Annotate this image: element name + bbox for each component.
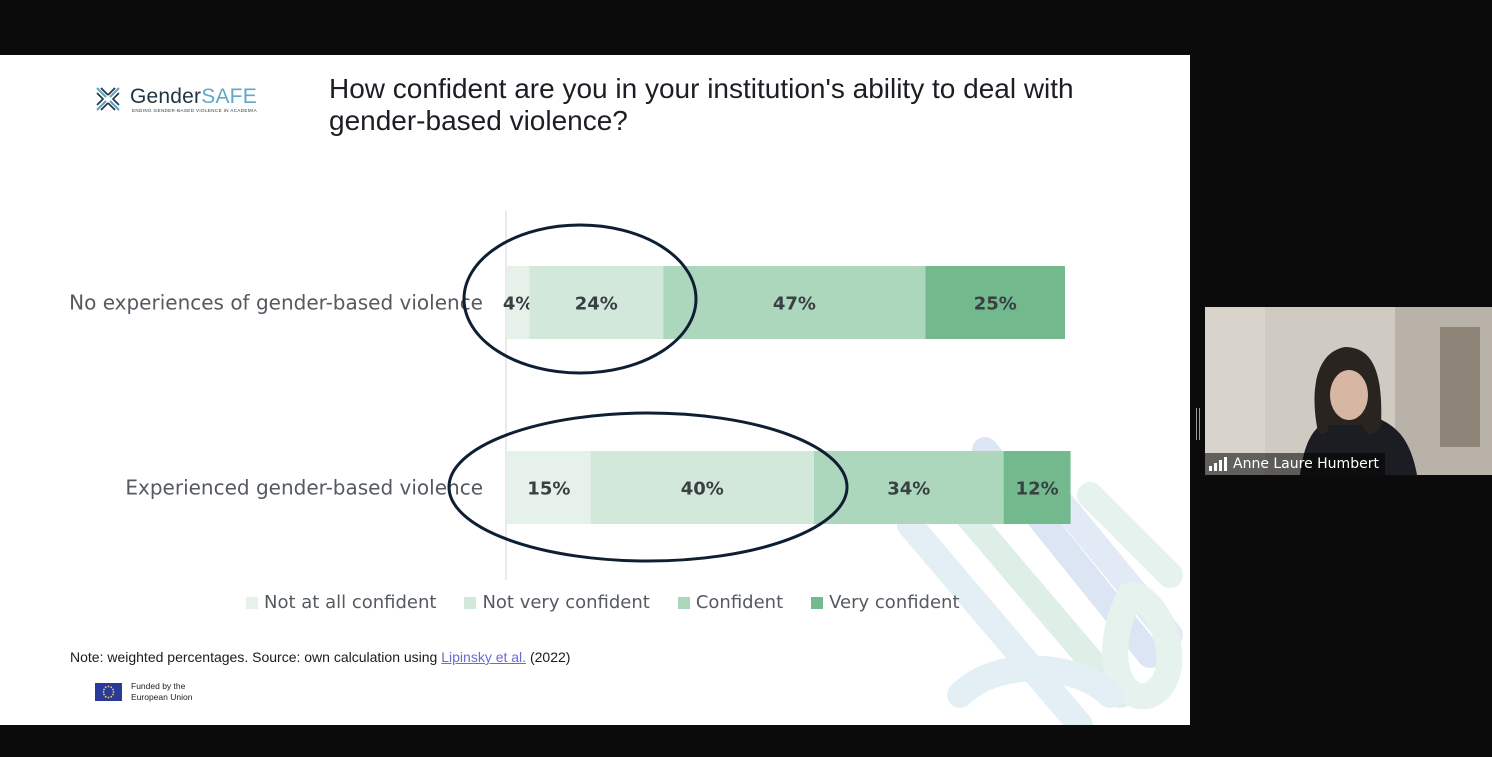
- data-label: 4%: [503, 294, 534, 315]
- legend-label: Very confident: [829, 592, 960, 613]
- logo-tagline: ENDING GENDER-BASED VIOLENCE IN ACADEMIA: [132, 108, 258, 113]
- eu-funding-badge: Funded by the European Union: [95, 681, 192, 703]
- data-label: 24%: [575, 294, 618, 315]
- legend-label: Not very confident: [482, 592, 650, 613]
- stacked-bar-chart: No experiences of gender-based violence 4…: [69, 211, 1071, 580]
- bar-segment: [507, 451, 591, 524]
- participant-video-tile[interactable]: Anne Laure Humbert: [1205, 307, 1492, 475]
- note-text: Note: weighted percentages. Source: own …: [70, 649, 442, 665]
- bar-segment: [507, 266, 530, 339]
- chart-legend: Not at all confident Not very confident Co…: [246, 592, 960, 613]
- legend-swatch: [677, 596, 690, 609]
- legend-item: Not very confident: [464, 592, 650, 613]
- eu-funding-text: Funded by the European Union: [131, 681, 193, 702]
- bar-segment: [663, 266, 926, 339]
- data-label: 34%: [887, 479, 930, 500]
- data-label: 40%: [681, 479, 724, 500]
- annotation-ellipse: [462, 223, 698, 375]
- gendersafe-logo: GenderSAFE ENDING GENDER-BASED VIOLENCE …: [94, 83, 274, 115]
- category-label: No experiences of gender-based violence: [69, 291, 483, 315]
- presentation-slide: GenderSAFE ENDING GENDER-BASED VIOLENCE …: [0, 55, 1190, 725]
- participant-name-tag: Anne Laure Humbert: [1205, 453, 1385, 475]
- connection-signal-icon: [1209, 457, 1227, 471]
- participant-video-feed: [1205, 307, 1492, 475]
- bar-segment: [925, 266, 1065, 339]
- data-label: 15%: [527, 479, 570, 500]
- logo-wordmark: GenderSAFE: [130, 85, 257, 108]
- data-label: 25%: [974, 294, 1017, 315]
- note-year: (2022): [529, 649, 571, 665]
- data-label: 47%: [773, 294, 816, 315]
- annotation-ellipse: [447, 411, 849, 563]
- data-label: 12%: [1016, 479, 1059, 500]
- legend-swatch: [246, 596, 258, 609]
- slide-title: How confident are you in your institutio…: [329, 73, 1074, 136]
- gendersafe-logo-icon: [96, 87, 120, 111]
- bar-segment: [1003, 451, 1071, 524]
- legend-item: Very confident: [811, 592, 960, 613]
- category-label: Experienced gender-based violence: [125, 476, 483, 500]
- source-note: Note: weighted percentages. Source: own …: [70, 649, 570, 665]
- legend-swatch: [811, 596, 824, 609]
- legend-label: Not at all confident: [264, 592, 437, 613]
- legend-label: Confident: [695, 592, 784, 613]
- eu-flag-icon: [95, 683, 122, 701]
- legend-item: Confident: [677, 592, 784, 613]
- bar-segment: [529, 266, 664, 339]
- panel-resize-handle[interactable]: [1195, 408, 1201, 440]
- legend-swatch: [464, 596, 477, 609]
- bar-segment: [590, 451, 814, 524]
- lipinsky-link[interactable]: Lipinsky et al.: [441, 649, 527, 665]
- participant-name: Anne Laure Humbert: [1233, 456, 1379, 472]
- legend-item: Not at all confident: [246, 592, 436, 613]
